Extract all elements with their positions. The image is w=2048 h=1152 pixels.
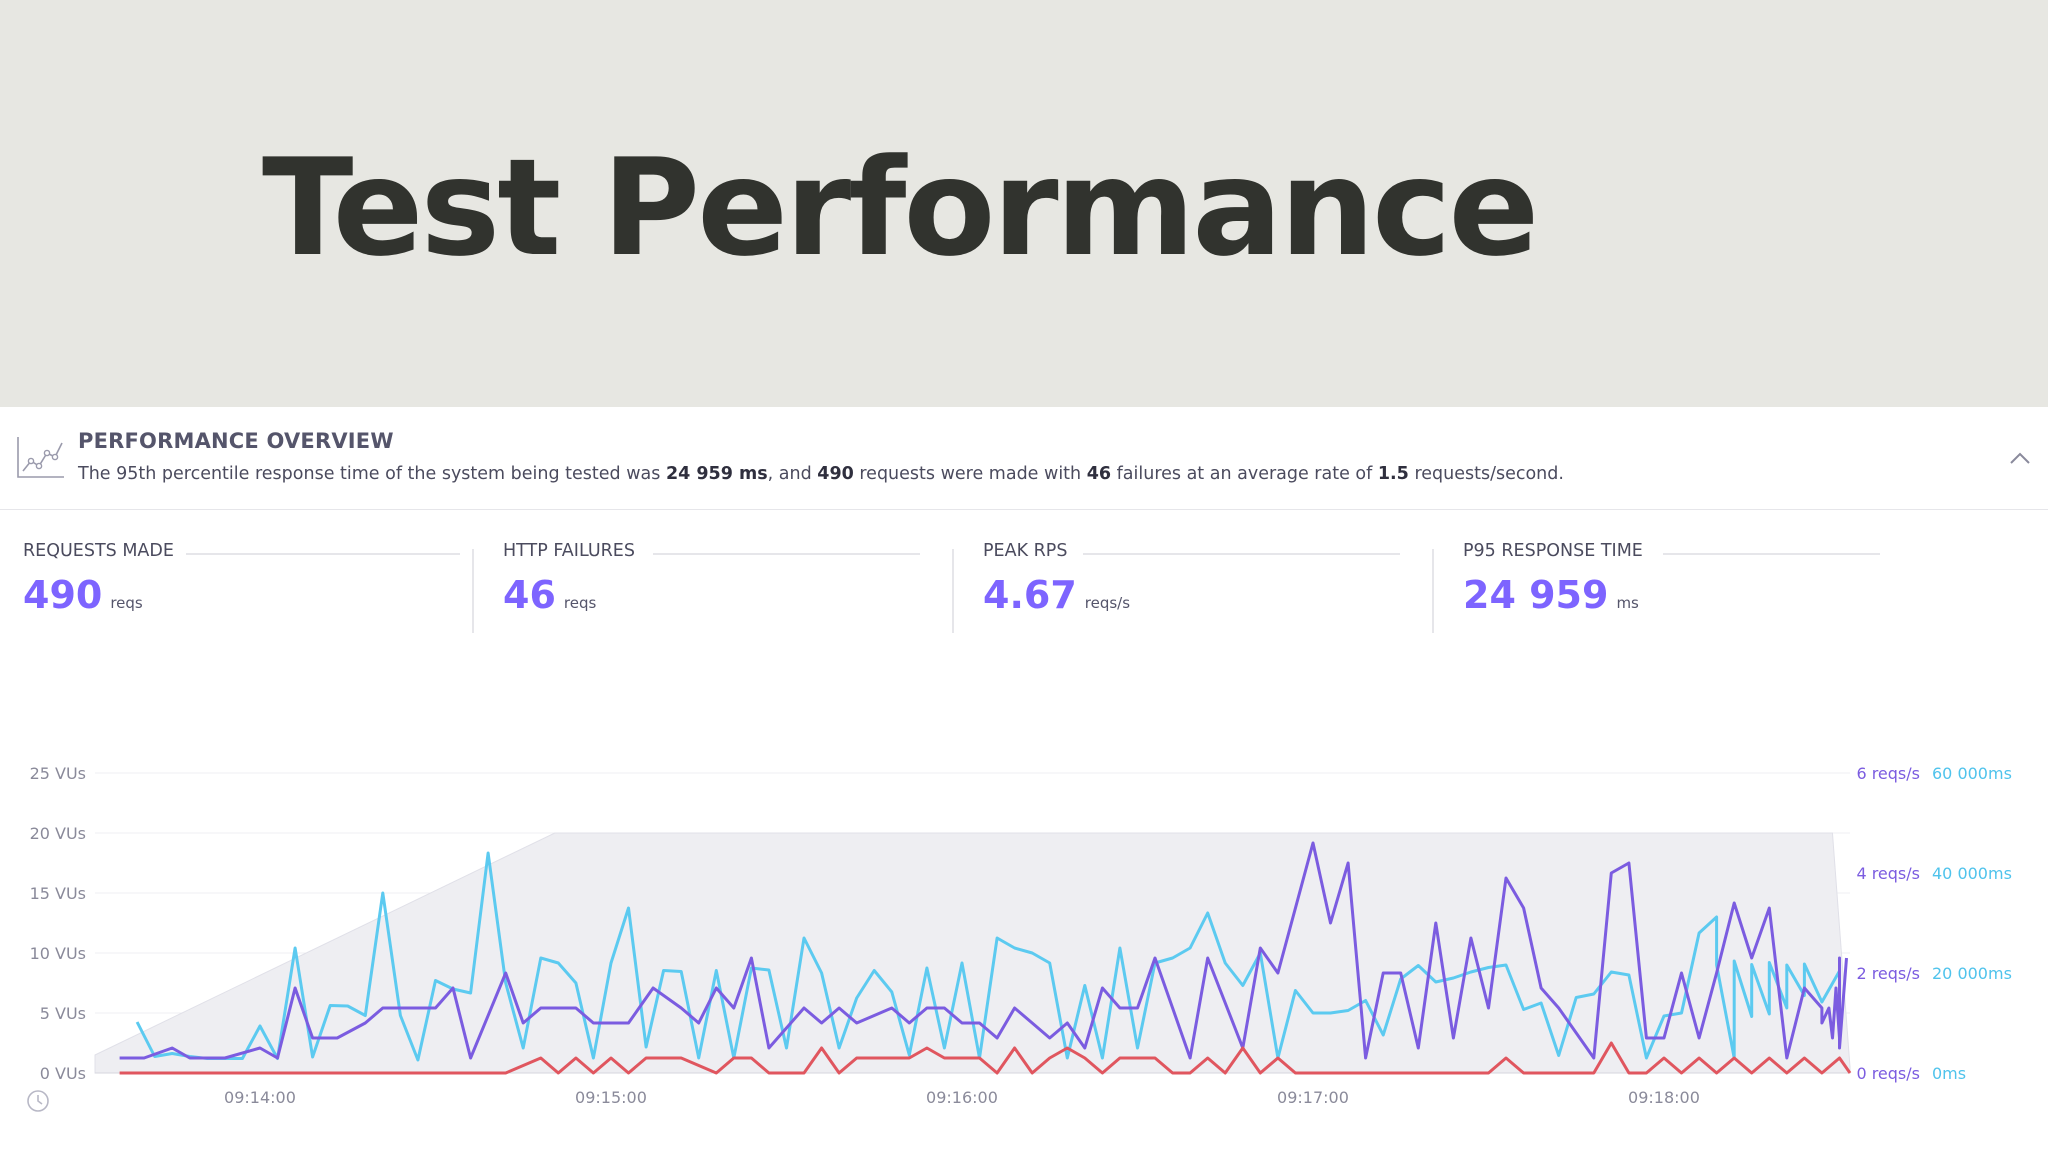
x-tick-label: 09:14:00	[224, 1088, 296, 1107]
overview-summary: The 95th percentile response time of the…	[78, 464, 1564, 484]
y-tick-label-reqs: 2 reqs/s	[1856, 964, 1920, 983]
summary-p95: 24 959 ms	[665, 464, 768, 484]
series-line-failures	[119, 1041, 1852, 1075]
vus-area	[94, 832, 1851, 1074]
summary-rate: 1.5	[1377, 464, 1409, 484]
stat-label: PEAK RPS	[983, 541, 1080, 561]
stat-value: 24 959	[1463, 573, 1609, 617]
x-tick-label: 09:16:00	[926, 1088, 998, 1107]
y-tick-label-ms: 40 000ms	[1932, 864, 2012, 883]
stat-value: 46	[503, 573, 556, 617]
series-line-reqs	[119, 841, 1848, 1060]
overview-header: PERFORMANCE OVERVIEW The 95th percentile…	[0, 409, 2048, 510]
stat-peak-rps: PEAK RPS 4.67 reqs/s	[983, 541, 1423, 651]
stat-unit: reqs	[563, 594, 597, 612]
stat-label: REQUESTS MADE	[23, 541, 186, 561]
y-tick-label-reqs: 6 reqs/s	[1856, 764, 1920, 783]
overview-title: PERFORMANCE OVERVIEW	[78, 429, 394, 453]
y-tick-label-ms: 0ms	[1932, 1064, 1966, 1083]
stat-unit: reqs/s	[1084, 594, 1131, 612]
clock-icon	[27, 1090, 49, 1112]
y-tick-label-vus: 20 VUs	[30, 824, 86, 843]
stat-unit: reqs	[110, 594, 143, 612]
performance-chart: 0 VUs 5 VUs 10 VUs 15 VUs 20 VUs 25 VUs 0 reqs…	[27, 764, 2012, 1112]
y-tick-label-vus: 10 VUs	[30, 944, 86, 963]
y-tick-label-vus: 15 VUs	[30, 884, 86, 903]
stat-label: P95 RESPONSE TIME	[1463, 541, 1655, 561]
y-tick-label-reqs: 0 reqs/s	[1856, 1064, 1920, 1083]
stat-label: HTTP FAILURES	[503, 541, 647, 561]
stat-value: 4.67	[983, 573, 1077, 617]
y-tick-label-ms: 20 000ms	[1932, 964, 2012, 983]
stat-unit: ms	[1616, 594, 1639, 612]
stat-requests-made: REQUESTS MADE 490 reqs	[23, 541, 463, 651]
y-tick-label-vus: 5 VUs	[40, 1004, 86, 1023]
y-tick-label-reqs: 4 reqs/s	[1856, 864, 1920, 883]
series-line-response	[135, 851, 1841, 1062]
summary-requests: 490	[817, 464, 854, 484]
title-banner: Test Performance	[0, 0, 2048, 407]
summary-failures: 46	[1086, 464, 1112, 484]
performance-chart-icon	[17, 437, 64, 478]
y-tick-label-vus: 25 VUs	[30, 764, 86, 783]
stat-value: 490	[23, 573, 103, 617]
x-tick-label: 09:18:00	[1628, 1088, 1700, 1107]
y-tick-label-vus: 0 VUs	[40, 1064, 86, 1083]
stat-http-failures: HTTP FAILURES 46 reqs	[503, 541, 943, 651]
chevron-up-icon[interactable]	[2004, 445, 2036, 471]
x-tick-label: 09:17:00	[1277, 1088, 1349, 1107]
page-title: Test Performance	[262, 130, 1539, 286]
x-tick-label: 09:15:00	[575, 1088, 647, 1107]
stat-p95-response-time: P95 RESPONSE TIME 24 959 ms	[1463, 541, 1903, 651]
y-tick-label-ms: 60 000ms	[1932, 764, 2012, 783]
